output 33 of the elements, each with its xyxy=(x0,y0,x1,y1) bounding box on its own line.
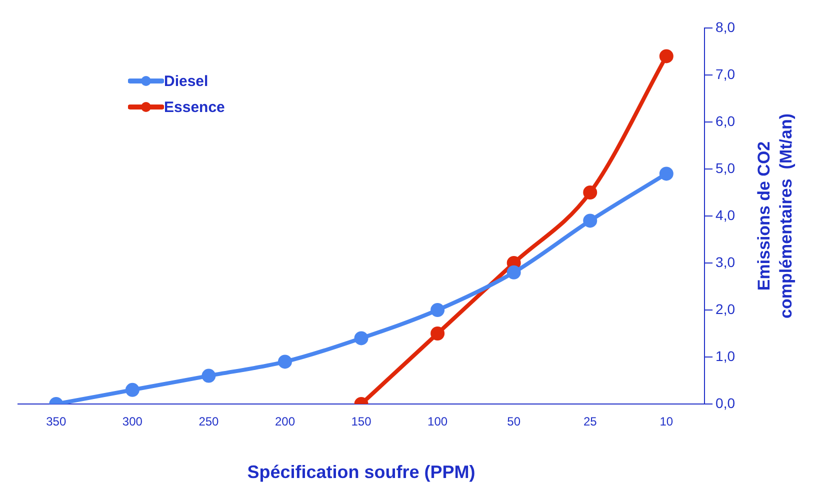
x-tick-label: 250 xyxy=(198,414,220,429)
point xyxy=(659,166,674,181)
x-tick-label: 350 xyxy=(46,414,66,429)
x-tick-label: 200 xyxy=(274,414,296,429)
x-tick-label: 50 xyxy=(507,414,521,429)
point xyxy=(583,186,598,200)
y-tick-label: 8,0 xyxy=(716,18,736,35)
legend-label: Essence xyxy=(164,98,225,116)
y-tick-label: 4,0 xyxy=(716,206,736,223)
y-axis-title: Emissions de CO2 complémentaires (Mt/an) xyxy=(754,114,796,318)
point xyxy=(506,265,521,280)
y-tick-label: 5,0 xyxy=(716,160,736,176)
point xyxy=(430,326,445,340)
point xyxy=(659,49,674,64)
point xyxy=(278,354,292,369)
point xyxy=(583,214,598,228)
point xyxy=(202,368,216,383)
y-tick-label: 1,0 xyxy=(716,348,736,364)
y-tick-label: 7,0 xyxy=(716,66,736,82)
x-tick-label: 10 xyxy=(660,414,674,429)
y-tick-label: 2,0 xyxy=(716,300,736,317)
legend-label: Diesel xyxy=(164,72,208,90)
x-tick-label: 100 xyxy=(428,414,448,429)
y-tick-label: 6,0 xyxy=(716,112,736,129)
point xyxy=(125,382,140,397)
x-tick-label: 300 xyxy=(122,414,143,429)
y-tick-label: 0,0 xyxy=(716,394,736,411)
point xyxy=(430,303,445,317)
point xyxy=(354,331,368,346)
x-tick-label: 25 xyxy=(583,414,598,429)
x-axis-title: Spécification soufre (PPM) xyxy=(247,462,476,482)
y-tick-label: 3,0 xyxy=(716,254,736,270)
x-tick-label: 150 xyxy=(351,414,372,429)
